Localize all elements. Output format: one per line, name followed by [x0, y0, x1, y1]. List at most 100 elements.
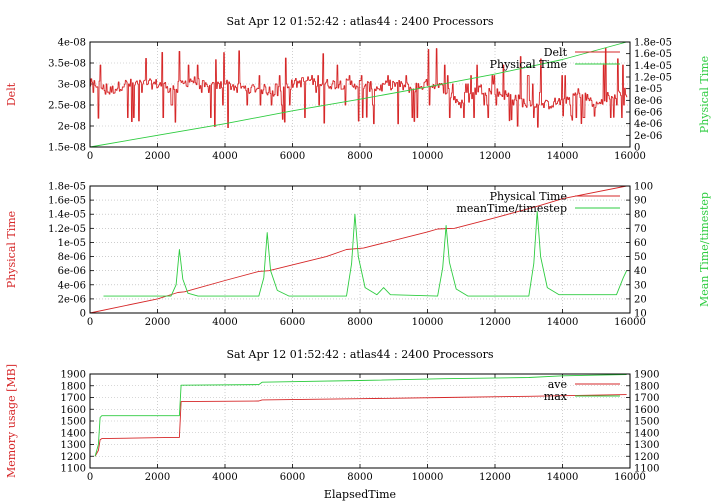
chart-delt-physical-time: Sat Apr 12 01:52:42 : atlas44 : 2400 Pro…: [5, 15, 711, 162]
y2-tick-label: 1400: [634, 428, 659, 439]
series-line: [89, 185, 627, 314]
y-axis-label: Delt: [5, 82, 18, 106]
y2-tick-label: 1200: [634, 452, 659, 463]
y-tick-label: 0: [80, 309, 86, 320]
y2-tick-label: 8e-06: [634, 96, 662, 107]
y-tick-label: 1600: [61, 405, 86, 416]
x-tick-label: 6000: [280, 317, 305, 328]
y2-tick-label: 0: [634, 143, 640, 154]
x-tick-label: 6000: [280, 472, 305, 483]
y-tick-label: 2e-06: [58, 294, 86, 305]
x-tick-label: 10000: [412, 317, 444, 328]
plot-frame: [89, 373, 631, 469]
legend-label: meanTime/timestep: [456, 202, 567, 215]
y2-tick-label: 90: [634, 196, 647, 207]
y-tick-label: 1800: [61, 381, 86, 392]
y-tick-label: 3e-08: [58, 80, 86, 91]
series-line: [89, 41, 627, 148]
chart-memory-usage: Sat Apr 12 01:52:42 : atlas44 : 2400 Pro…: [5, 348, 659, 501]
y-tick-label: 2.5e-08: [48, 101, 86, 112]
x-tick-label: 16000: [614, 472, 646, 483]
x-tick-label: 16000: [614, 151, 646, 162]
x-tick-label: 2000: [145, 317, 170, 328]
y-tick-label: 3.5e-08: [48, 59, 86, 70]
x-tick-label: 12000: [479, 151, 511, 162]
chart-title: Sat Apr 12 01:52:42 : atlas44 : 2400 Pro…: [226, 15, 493, 28]
y-tick-label: 1700: [61, 393, 86, 404]
legend-label: ave: [548, 378, 567, 391]
y2-tick-label: 1.8e-05: [634, 38, 672, 49]
x-tick-label: 8000: [347, 151, 372, 162]
y2-tick-label: 1.6e-05: [634, 49, 672, 60]
y-tick-label: 1e-05: [58, 238, 86, 249]
y2-tick-label: 60: [634, 238, 647, 249]
y-tick-label: 4e-06: [58, 280, 86, 291]
x-tick-label: 14000: [547, 472, 579, 483]
y-tick-label: 1.2e-05: [48, 224, 86, 235]
series-line: [103, 210, 628, 297]
x-tick-label: 10000: [412, 151, 444, 162]
x-tick-label: 16000: [614, 317, 646, 328]
x-tick-label: 12000: [479, 317, 511, 328]
y-tick-label: 8e-06: [58, 252, 86, 263]
y2-tick-label: 1700: [634, 393, 659, 404]
plot-frame: [89, 185, 631, 314]
y-axis-label: Memory usage [MB]: [5, 364, 18, 478]
x-tick-label: 10000: [412, 472, 444, 483]
y2-tick-label: 2e-06: [634, 131, 662, 142]
y2-tick-label: 1600: [634, 405, 659, 416]
x-tick-label: 8000: [347, 472, 372, 483]
y-tick-label: 1.6e-05: [48, 196, 86, 207]
legend-label: Physical Time: [490, 190, 567, 203]
y2-tick-label: 10: [634, 309, 647, 320]
y2-axis-label: Physical Time: [698, 56, 711, 133]
y2-tick-label: 100: [634, 182, 653, 193]
x-axis-label: ElapsedTime: [324, 488, 396, 501]
y-tick-label: 1400: [61, 428, 86, 439]
x-tick-label: 14000: [547, 317, 579, 328]
y-tick-label: 1.8e-05: [48, 182, 86, 193]
x-tick-label: 8000: [347, 317, 372, 328]
legend-label: Delt: [544, 46, 568, 59]
y-tick-label: 1.5e-08: [48, 143, 86, 154]
x-tick-label: 12000: [479, 472, 511, 483]
y2-tick-label: 1100: [634, 464, 659, 475]
y2-tick-label: 6e-06: [634, 108, 662, 119]
x-tick-label: 0: [87, 151, 93, 162]
series-line: [90, 47, 628, 129]
y-tick-label: 1300: [61, 440, 86, 451]
y2-tick-label: 4e-06: [634, 119, 662, 130]
y2-tick-label: 70: [634, 224, 647, 235]
y2-tick-label: 1900: [634, 370, 659, 381]
legend-label: Physical Time: [490, 58, 567, 71]
y2-tick-label: 1800: [634, 381, 659, 392]
series-line: [94, 394, 627, 457]
y2-axis-label: Mean Time/timestep: [698, 192, 711, 307]
legend-label: max: [544, 390, 568, 403]
x-tick-label: 14000: [547, 151, 579, 162]
y2-tick-label: 1.2e-05: [634, 73, 672, 84]
x-tick-label: 0: [87, 472, 93, 483]
x-tick-label: 2000: [145, 472, 170, 483]
y-tick-label: 2e-08: [58, 122, 86, 133]
y2-tick-label: 30: [634, 280, 647, 291]
series-line: [94, 374, 627, 457]
y-tick-label: 1900: [61, 370, 86, 381]
y-tick-label: 1200: [61, 452, 86, 463]
y2-tick-label: 80: [634, 210, 647, 221]
y2-tick-label: 1500: [634, 417, 659, 428]
plot-frame: [89, 41, 631, 148]
y2-tick-label: 1300: [634, 440, 659, 451]
y2-tick-label: 1.4e-05: [634, 61, 672, 72]
y2-tick-label: 20: [634, 294, 647, 305]
x-tick-label: 0: [87, 317, 93, 328]
x-tick-label: 6000: [280, 151, 305, 162]
y-tick-label: 1500: [61, 417, 86, 428]
y-tick-label: 1100: [61, 464, 86, 475]
x-tick-label: 4000: [212, 151, 237, 162]
x-tick-label: 2000: [145, 151, 170, 162]
chart-title: Sat Apr 12 01:52:42 : atlas44 : 2400 Pro…: [226, 348, 493, 361]
y2-tick-label: 50: [634, 252, 647, 263]
y2-tick-label: 1e-05: [634, 84, 662, 95]
